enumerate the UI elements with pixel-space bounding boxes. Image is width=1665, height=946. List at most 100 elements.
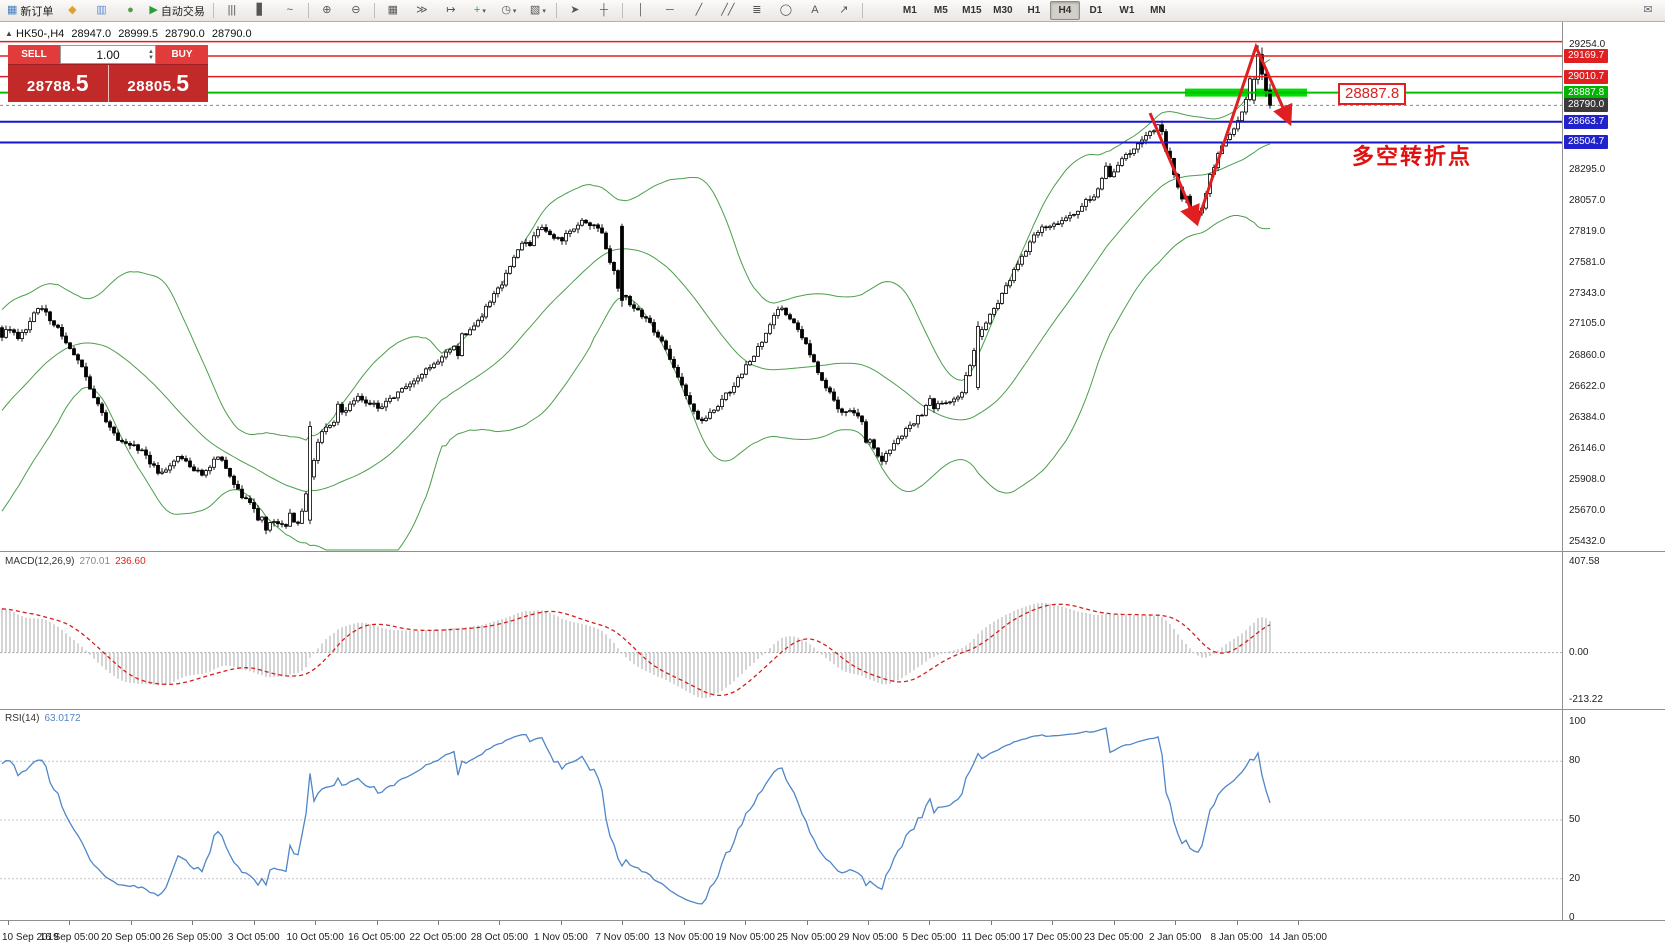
pane-separator-rsi[interactable] [0, 709, 1665, 710]
bar-chart-button[interactable]: ||| [218, 1, 246, 21]
line-chart-icon: ~ [286, 4, 294, 16]
auto-scroll-button[interactable]: ≫ [408, 1, 436, 21]
metaeditor-button[interactable]: ◆ [58, 1, 86, 21]
rsi-axis-label: 20 [1569, 872, 1581, 884]
close-value: 28790.0 [211, 28, 252, 40]
cursor-button[interactable]: ➤ [561, 1, 589, 21]
date-label: 25 Nov 05:00 [776, 932, 837, 943]
price-tick-label: 25670.0 [1569, 505, 1606, 517]
tile-windows-icon: ▦ [387, 4, 399, 16]
date-tick [1175, 921, 1177, 925]
open-value: 28947.0 [71, 28, 112, 40]
toolbar-separator [307, 3, 309, 18]
new-order-button[interactable]: ▦ 新订单 [3, 1, 57, 21]
arrows-icon: ↗ [839, 4, 849, 16]
price-tag-label: 29169.7 [1564, 48, 1609, 63]
notifications-button[interactable]: ✉ [1634, 1, 1662, 21]
time-axis[interactable]: 10 Sep 2019 16 Sep 05:00 20 Sep 05:00 26 Se… [0, 920, 1665, 946]
timeframe-m1-button[interactable]: M1 [902, 5, 917, 16]
price-tag-annotation[interactable]: 28887.8 [1338, 83, 1407, 105]
price-tick-label: 27819.0 [1569, 225, 1606, 237]
turning-point-annotation[interactable]: 多空转折点 [1352, 144, 1473, 169]
templates-button[interactable]: ▧ ▾ [524, 1, 552, 21]
date-label: 13 Nov 05:00 [653, 932, 714, 943]
macd-name: MACD(12,26,9) [5, 556, 75, 567]
indicators-button[interactable]: + ▾ [466, 1, 494, 21]
bollinger-bands-layer [1, 59, 1271, 551]
tile-windows-button[interactable]: ▦ [379, 1, 407, 21]
date-label: 16 Oct 05:00 [347, 932, 406, 943]
zoom-out-button[interactable]: ⊖ [342, 1, 370, 21]
line-chart-button[interactable]: ~ [276, 1, 304, 21]
periods-button[interactable]: ◷ ▾ [495, 1, 523, 21]
sell-button-label[interactable]: SELL [8, 45, 60, 64]
timeframe-d1-button[interactable]: D1 [1089, 5, 1103, 16]
timeframe-h1-button[interactable]: H1 [1027, 5, 1041, 16]
candlestick-chart-button[interactable]: ▋ [247, 1, 275, 21]
notifications-icon: ✉ [1643, 4, 1653, 16]
timeframe-mn-button[interactable]: MN [1150, 5, 1166, 16]
toolbar-buttons: ▦ 新订单 ◆ ▥ ● ▶ 自动交易 ||| ▋ ~ ⊕ ⊖ ▦ ≫ ↦ + ▾ ◷ ▾ ▧ ▾ ➤ ┼ │ ─ ╱ ╱╱ ≣ ◯ A ↗ [3, 1, 866, 21]
channel-button[interactable]: ╱╱ [714, 1, 742, 21]
date-tick [192, 921, 194, 925]
navigator-icon: ● [127, 4, 134, 16]
trendline-icon: ╱ [695, 4, 703, 16]
price-tag-label: 28504.7 [1564, 135, 1609, 150]
volume-up-icon[interactable]: ▲ [148, 48, 154, 55]
bollinger-lower-band [1, 215, 1271, 551]
cursor-icon: ➤ [570, 4, 580, 16]
crosshair-icon: ┼ [599, 4, 608, 16]
level-lines-layer[interactable] [0, 40, 1562, 144]
zoom-in-button[interactable]: ⊕ [313, 1, 341, 21]
crosshair-button[interactable]: ┼ [590, 1, 618, 21]
candles-layer [0, 45, 1272, 535]
arrows-button[interactable]: ↗ [830, 1, 858, 21]
timeframe-h4-button[interactable]: H4 [1049, 1, 1080, 20]
auto-trading-button[interactable]: ▶ 自动交易 [145, 1, 208, 21]
volume-input[interactable]: 1.00 ▲ ▼ [60, 45, 156, 64]
shapes-button[interactable]: ◯ [772, 1, 800, 21]
date-label: 11 Dec 05:00 [961, 932, 1021, 943]
buy-button[interactable]: 28805. 5 [107, 65, 209, 102]
text-button[interactable]: A [801, 1, 829, 21]
horizontal-line-icon: ─ [665, 4, 674, 16]
horizontal-line-button[interactable]: ─ [656, 1, 684, 21]
zigzag-up-down-arrow[interactable] [1195, 42, 1293, 225]
buy-button-label[interactable]: BUY [156, 45, 208, 64]
price-axis[interactable]: 29254.0 28295.0 28057.0 27819.0 27581.0 27343… [1563, 0, 1665, 946]
zigzag-down-arrow[interactable] [1148, 112, 1200, 227]
chart-shift-button[interactable]: ↦ [437, 1, 465, 21]
sell-button[interactable]: 28788. 5 [8, 65, 108, 102]
high-value: 28999.5 [118, 28, 158, 40]
navigator-button[interactable]: ● [116, 1, 144, 21]
price-tick-label: 29254.0 [1569, 39, 1606, 50]
pane-separator-macd[interactable] [0, 551, 1665, 552]
zigzag-annotation[interactable] [1148, 42, 1293, 227]
price-tick-label: 26860.0 [1569, 350, 1606, 362]
price-tick-label: 26622.0 [1569, 381, 1606, 393]
date-tick [376, 921, 378, 925]
rsi-axis-label: 80 [1569, 755, 1581, 767]
macd-main-value: 270.01 [79, 556, 111, 567]
rsi-axis-label: 100 [1569, 716, 1586, 727]
fibonacci-icon: ≣ [752, 4, 762, 16]
date-tick [315, 921, 317, 925]
volume-down-icon[interactable]: ▼ [148, 54, 154, 61]
fibonacci-button[interactable]: ≣ [743, 1, 771, 21]
timeframe-w1-button[interactable]: W1 [1119, 5, 1135, 16]
vertical-line-button[interactable]: │ [627, 1, 655, 21]
timeframe-m5-button[interactable]: M5 [933, 5, 948, 16]
one-click-toggle[interactable]: ▲ [5, 29, 13, 38]
new-order-button-label: 新订单 [20, 5, 54, 18]
auto-scroll-icon: ≫ [416, 4, 428, 16]
date-tick [499, 921, 501, 925]
timeframe-m15-button[interactable]: M15 [962, 5, 982, 16]
chart-title-ohlc: HK50-,H4 28947.0 28999.5 28790.0 28790.0 [16, 28, 256, 40]
periods-icon: ◷ [501, 4, 511, 16]
timeframe-m30-button[interactable]: M30 [993, 5, 1013, 16]
date-label: 7 Nov 05:00 [595, 932, 650, 943]
market-watch-button[interactable]: ▥ [87, 1, 115, 21]
trendline-button[interactable]: ╱ [685, 1, 713, 21]
